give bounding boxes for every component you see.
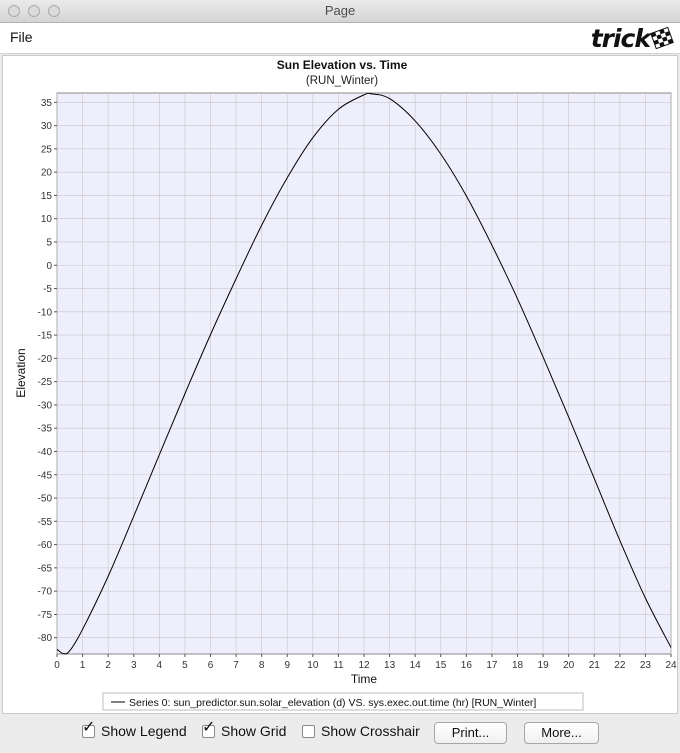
- x-tick-label: 12: [358, 660, 370, 671]
- crosshair-checkbox-box[interactable]: [302, 724, 315, 738]
- chart-panel[interactable]: Sun Elevation vs. Time (RUN_Winter) 35 30…: [2, 55, 678, 714]
- x-tick-label: 0: [54, 660, 60, 671]
- show-crosshair-checkbox[interactable]: Show Crosshair: [302, 723, 420, 739]
- window-title: Page: [324, 3, 356, 18]
- x-tick-label: 13: [384, 660, 396, 671]
- print-button[interactable]: Print...: [434, 722, 507, 744]
- y-tick-label: -80: [38, 633, 53, 644]
- show-grid-checkbox[interactable]: ✓ Show Grid: [202, 719, 287, 739]
- y-tick-label: -25: [38, 377, 53, 388]
- x-tick-label: 9: [284, 660, 290, 671]
- y-tick-label: -70: [38, 587, 53, 598]
- show-grid-label: Show Grid: [221, 723, 287, 739]
- zoom-window-button[interactable]: [48, 5, 60, 17]
- minimize-window-button[interactable]: [28, 5, 40, 17]
- x-tick-label: 5: [182, 660, 188, 671]
- grid-checkbox-box[interactable]: ✓: [202, 719, 215, 738]
- y-tick-label: 20: [41, 168, 53, 179]
- x-tick-label: 21: [589, 660, 601, 671]
- checkmark-icon: ✓: [82, 718, 96, 736]
- chart-subtitle: (RUN_Winter): [306, 75, 378, 87]
- y-tick-label: -55: [38, 517, 53, 528]
- x-tick-label: 20: [563, 660, 575, 671]
- logo-text: trick: [590, 23, 651, 53]
- x-tick-label: 11: [333, 660, 344, 671]
- y-tick-label: 30: [41, 121, 53, 132]
- x-tick-label: 23: [640, 660, 652, 671]
- x-axis: 0 1 2 3 4 5 6 7 8 9 10 11 12 13 14 15 16 17 18 19 20 21 22 23 24: [54, 654, 677, 671]
- x-tick-label: 7: [233, 660, 239, 671]
- x-tick-label: 4: [157, 660, 163, 671]
- menu-file[interactable]: File: [10, 29, 33, 45]
- y-tick-label: -30: [38, 400, 53, 411]
- x-tick-label: 14: [410, 660, 422, 671]
- x-tick-label: 8: [259, 660, 265, 671]
- legend-series-0: Series 0: sun_predictor.sun.solar_elevat…: [129, 697, 536, 709]
- y-tick-label: 15: [41, 191, 53, 202]
- x-tick-label: 24: [665, 660, 677, 671]
- show-legend-label: Show Legend: [101, 723, 187, 739]
- y-tick-label: 10: [41, 214, 53, 225]
- trick-logo: trick: [591, 23, 674, 53]
- y-axis-label: Elevation: [14, 348, 28, 397]
- x-tick-label: 3: [131, 660, 137, 671]
- x-tick-label: 10: [307, 660, 319, 671]
- window-titlebar: Page: [0, 0, 680, 23]
- sun-elevation-chart[interactable]: Sun Elevation vs. Time (RUN_Winter) 3530…: [3, 56, 679, 715]
- y-tick-label: -50: [38, 494, 53, 505]
- show-legend-checkbox[interactable]: ✓ Show Legend: [82, 719, 187, 739]
- x-tick-label: 18: [512, 660, 524, 671]
- x-tick-label: 19: [538, 660, 550, 671]
- series-layer: [56, 92, 672, 655]
- y-tick-label: -5: [43, 284, 52, 295]
- legend-box: [102, 692, 584, 711]
- y-tick-label: -60: [38, 540, 53, 551]
- x-tick-label: 16: [461, 660, 473, 671]
- chart-title: Sun Elevation vs. Time: [277, 58, 408, 72]
- y-axis: 35 30 25 20 15 10 5 0 -5 -10 -15 -20 -25 -30 -35 -40 -45…: [38, 98, 57, 644]
- checkmark-icon: ✓: [202, 718, 216, 736]
- y-tick-label: 25: [41, 144, 53, 155]
- y-tick-label: -75: [38, 610, 53, 621]
- y-tick-label: 0: [46, 261, 52, 272]
- y-tick-label: 5: [46, 237, 52, 248]
- checkered-flag-icon: [650, 26, 674, 50]
- x-tick-label: 6: [208, 660, 214, 671]
- x-tick-label: 22: [614, 660, 626, 671]
- y-tick-label: -40: [38, 447, 53, 458]
- x-tick-label: 17: [486, 660, 498, 671]
- y-tick-label: -65: [38, 563, 53, 574]
- series-0-line: [56, 92, 672, 655]
- close-window-button[interactable]: [8, 5, 20, 17]
- y-tick-label: -15: [38, 331, 53, 342]
- controls-bar: ✓ Show Legend ✓ Show Grid Show Crosshair…: [0, 718, 680, 753]
- y-tick-label: 35: [41, 98, 53, 109]
- legend-checkbox-box[interactable]: ✓: [82, 719, 95, 738]
- x-tick-label: 2: [105, 660, 111, 671]
- y-tick-label: -10: [38, 307, 53, 318]
- y-tick-label: -45: [38, 470, 53, 481]
- x-tick-label: 15: [435, 660, 447, 671]
- show-crosshair-label: Show Crosshair: [321, 723, 420, 739]
- y-tick-label: -20: [38, 354, 53, 365]
- y-tick-label: -35: [38, 424, 53, 435]
- grid-lines: [56, 93, 672, 654]
- x-tick-label: 1: [80, 660, 86, 671]
- more-button[interactable]: More...: [524, 722, 599, 744]
- menu-bar: File trick: [0, 23, 680, 54]
- x-axis-label: Time: [351, 672, 378, 686]
